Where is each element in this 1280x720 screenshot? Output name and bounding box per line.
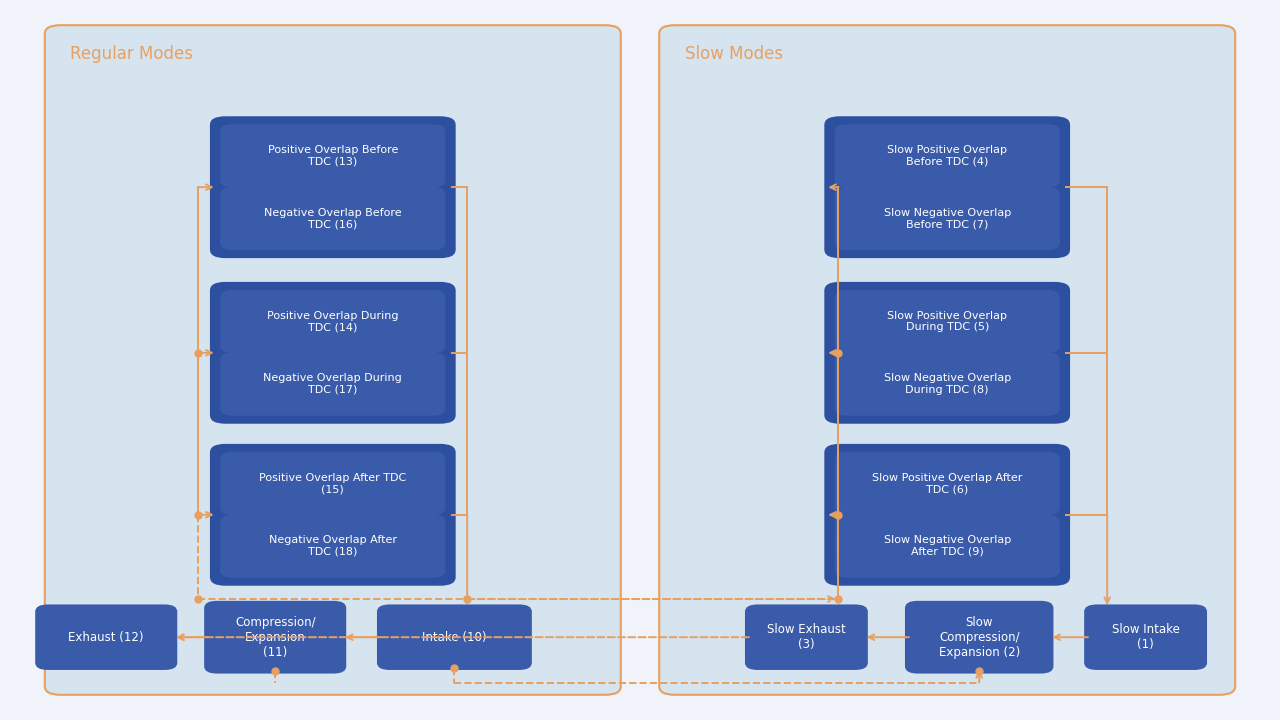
FancyBboxPatch shape xyxy=(205,600,346,674)
FancyBboxPatch shape xyxy=(835,124,1060,188)
Text: Positive Overlap After TDC
(15): Positive Overlap After TDC (15) xyxy=(259,472,407,495)
FancyArrowPatch shape xyxy=(198,184,211,190)
FancyBboxPatch shape xyxy=(835,187,1060,251)
Text: Slow Positive Overlap
During TDC (5): Slow Positive Overlap During TDC (5) xyxy=(887,311,1007,333)
FancyArrowPatch shape xyxy=(347,634,381,640)
FancyBboxPatch shape xyxy=(220,187,445,251)
FancyBboxPatch shape xyxy=(45,25,621,695)
FancyBboxPatch shape xyxy=(659,25,1235,695)
Text: Compression/
Expansion
(11): Compression/ Expansion (11) xyxy=(236,616,315,659)
FancyBboxPatch shape xyxy=(824,444,1070,586)
FancyArrowPatch shape xyxy=(198,350,211,356)
Text: Negative Overlap Before
TDC (16): Negative Overlap Before TDC (16) xyxy=(264,207,402,229)
Text: Slow Negative Overlap
During TDC (8): Slow Negative Overlap During TDC (8) xyxy=(883,373,1011,395)
FancyArrowPatch shape xyxy=(831,350,838,356)
Text: Slow Negative Overlap
After TDC (9): Slow Negative Overlap After TDC (9) xyxy=(883,536,1011,557)
FancyBboxPatch shape xyxy=(220,514,445,577)
FancyBboxPatch shape xyxy=(210,116,456,258)
Text: Intake (10): Intake (10) xyxy=(422,631,486,644)
FancyArrowPatch shape xyxy=(831,512,838,518)
FancyBboxPatch shape xyxy=(835,514,1060,577)
FancyBboxPatch shape xyxy=(1084,604,1207,670)
Text: Slow Negative Overlap
Before TDC (7): Slow Negative Overlap Before TDC (7) xyxy=(883,207,1011,229)
Text: Slow Positive Overlap After
TDC (6): Slow Positive Overlap After TDC (6) xyxy=(872,472,1023,495)
FancyArrowPatch shape xyxy=(467,596,833,602)
FancyArrowPatch shape xyxy=(465,515,470,603)
FancyBboxPatch shape xyxy=(835,352,1060,415)
Text: Positive Overlap Before
TDC (13): Positive Overlap Before TDC (13) xyxy=(268,145,398,166)
FancyArrowPatch shape xyxy=(178,634,749,640)
FancyBboxPatch shape xyxy=(745,604,868,670)
FancyBboxPatch shape xyxy=(36,604,178,670)
FancyArrowPatch shape xyxy=(198,512,211,518)
Text: Exhaust (12): Exhaust (12) xyxy=(69,631,143,644)
Text: Positive Overlap During
TDC (14): Positive Overlap During TDC (14) xyxy=(268,311,398,333)
FancyBboxPatch shape xyxy=(905,600,1053,674)
FancyBboxPatch shape xyxy=(210,444,456,586)
FancyArrowPatch shape xyxy=(869,634,909,640)
FancyBboxPatch shape xyxy=(824,282,1070,423)
FancyBboxPatch shape xyxy=(835,290,1060,354)
FancyBboxPatch shape xyxy=(220,352,445,415)
Text: Regular Modes: Regular Modes xyxy=(70,45,193,63)
Text: Negative Overlap During
TDC (17): Negative Overlap During TDC (17) xyxy=(264,373,402,395)
FancyArrowPatch shape xyxy=(1105,515,1110,603)
FancyArrowPatch shape xyxy=(977,672,982,683)
FancyArrowPatch shape xyxy=(178,634,207,640)
Text: Slow Modes: Slow Modes xyxy=(685,45,783,63)
FancyBboxPatch shape xyxy=(220,124,445,188)
FancyArrowPatch shape xyxy=(1055,634,1088,640)
FancyBboxPatch shape xyxy=(835,452,1060,516)
FancyBboxPatch shape xyxy=(210,282,456,423)
Text: Negative Overlap After
TDC (18): Negative Overlap After TDC (18) xyxy=(269,536,397,557)
FancyBboxPatch shape xyxy=(824,116,1070,258)
Text: Slow Positive Overlap
Before TDC (4): Slow Positive Overlap Before TDC (4) xyxy=(887,145,1007,166)
Text: Slow Exhaust
(3): Slow Exhaust (3) xyxy=(767,624,846,651)
FancyBboxPatch shape xyxy=(220,452,445,516)
FancyBboxPatch shape xyxy=(376,604,532,670)
FancyBboxPatch shape xyxy=(220,290,445,354)
Text: Slow Intake
(1): Slow Intake (1) xyxy=(1111,624,1180,651)
FancyArrowPatch shape xyxy=(831,184,838,190)
Text: Slow
Compression/
Expansion (2): Slow Compression/ Expansion (2) xyxy=(938,616,1020,659)
